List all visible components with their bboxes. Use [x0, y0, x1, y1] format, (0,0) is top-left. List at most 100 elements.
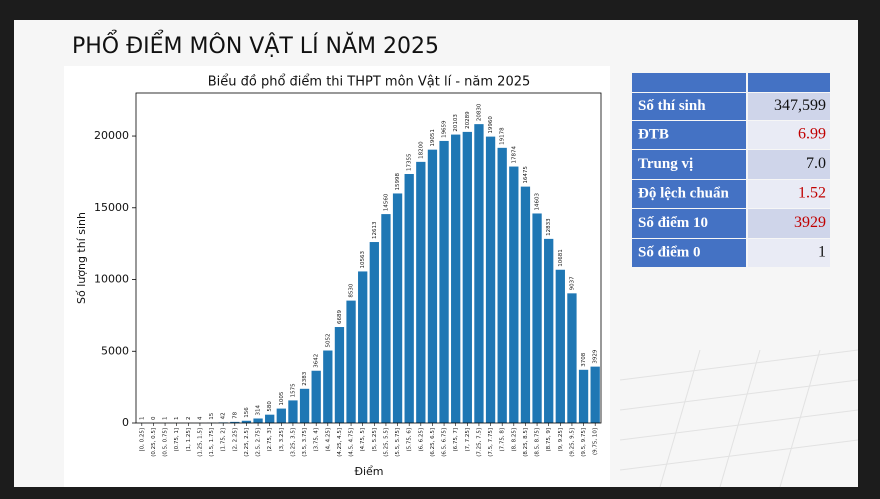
x-tick-label: (9, 9.25]: [558, 428, 564, 452]
bar: [265, 415, 274, 423]
y-tick-label: 15000: [94, 201, 129, 214]
value-label: 6689: [337, 310, 343, 324]
bar: [323, 351, 332, 423]
value-label: 17355: [407, 153, 413, 171]
bar: [381, 214, 390, 423]
value-label: 5052: [325, 334, 331, 348]
x-tick-label: (8.25, 8.5]: [523, 428, 529, 457]
x-tick-label: (2, 2.25]: [232, 428, 238, 452]
value-label: 17874: [511, 146, 517, 164]
x-tick-label: (8.5, 8.75]: [535, 428, 541, 457]
value-label: 314: [256, 404, 262, 415]
value-label: 3642: [314, 354, 320, 368]
value-label: 12833: [546, 218, 552, 236]
x-tick-label: (7.75, 8]: [500, 428, 506, 452]
bar: [463, 132, 472, 423]
value-label: 9037: [569, 276, 575, 290]
value-label: 16475: [523, 166, 529, 184]
bar: [253, 418, 262, 423]
x-tick-label: (7, 7.25]: [465, 428, 471, 452]
x-tick-label: (3.25, 3.5]: [290, 428, 296, 457]
bar: [358, 271, 367, 423]
row-value: 7.0: [806, 155, 826, 172]
bar: [312, 371, 321, 423]
x-tick-label: (6.5, 6.75]: [442, 428, 448, 457]
value-label: 1: [139, 416, 145, 420]
value-label: 19960: [488, 116, 494, 134]
x-tick-label: (5, 5.25]: [372, 428, 378, 452]
bar: [439, 141, 448, 423]
row-value: 1: [818, 244, 826, 261]
bar: [521, 187, 530, 423]
x-tick-label: (4, 4.25]: [325, 428, 331, 452]
value-label: 14560: [383, 193, 389, 211]
bar: [544, 239, 553, 423]
value-label: 20289: [465, 111, 471, 129]
x-tick-label: (0.25, 0.5]: [151, 428, 157, 457]
header-cell: [748, 73, 830, 92]
x-tick-label: (1, 1.25]: [186, 428, 192, 452]
value-label: 20103: [453, 114, 459, 132]
y-tick-label: 10000: [94, 273, 129, 286]
x-tick-label: (5.75, 6]: [407, 428, 413, 452]
value-label: 1005: [279, 391, 285, 405]
value-label: 1: [174, 416, 180, 420]
stats-table: [632, 73, 830, 92]
x-tick-label: (9.25, 9.5]: [569, 428, 575, 457]
bar: [277, 409, 286, 423]
value-label: 42: [221, 412, 227, 419]
bar: [532, 213, 541, 423]
x-axis-label: Điểm: [354, 465, 383, 478]
x-tick-label: (4.25, 4.5]: [337, 428, 343, 457]
header-cell: [632, 73, 746, 92]
x-tick-label: (5.5, 5.75]: [395, 428, 401, 457]
bar: [300, 389, 309, 423]
x-tick-label: (9.5, 9.75]: [581, 428, 587, 457]
value-label: 3929: [593, 349, 599, 363]
row-value: 6.99: [798, 126, 826, 143]
x-tick-label: (3.75, 4]: [314, 428, 320, 452]
value-label: 78: [232, 411, 238, 418]
row-value: 1.52: [798, 185, 826, 202]
bar: [486, 137, 495, 423]
bar: [567, 293, 576, 423]
slide-title: PHỔ ĐIỂM MÔN VẬT LÍ NĂM 2025: [72, 30, 439, 59]
x-tick-label: (4.75, 5]: [360, 428, 366, 452]
value-label: 1575: [290, 383, 296, 397]
value-label: 0: [151, 416, 157, 420]
bar: [451, 135, 460, 423]
bar: [288, 400, 297, 423]
x-tick-label: (3.5, 3.75]: [302, 428, 308, 457]
x-tick-label: (8, 8.25]: [511, 428, 517, 452]
bar: [405, 174, 414, 423]
value-label: 19659: [442, 120, 448, 138]
x-tick-label: (5.25, 5.5]: [383, 428, 389, 457]
x-tick-label: (7.25, 7.5]: [476, 428, 482, 457]
x-tick-label: (4.5, 4.75]: [349, 428, 355, 457]
row-value: 3929: [794, 214, 826, 231]
bar: [591, 367, 600, 423]
x-tick-label: (0.75, 1]: [174, 428, 180, 452]
y-tick-label: 5000: [101, 344, 129, 357]
row-label: Độ lệch chuẩn: [638, 185, 730, 201]
x-tick-label: (1.75, 2]: [221, 428, 227, 452]
value-label: 580: [267, 401, 273, 412]
row-label: Số điểm 0: [638, 244, 701, 260]
value-label: 19178: [500, 127, 506, 145]
bar: [346, 301, 355, 423]
value-label: 8530: [349, 283, 355, 297]
row-value: 347,599: [774, 97, 826, 114]
bar: [416, 162, 425, 423]
bar: [509, 167, 518, 423]
x-tick-label: (7.5, 7.75]: [488, 428, 494, 457]
x-tick-label: (1.25, 1.5]: [197, 428, 203, 457]
bar: [370, 242, 379, 423]
x-tick-label: [0, 0.25]: [139, 428, 145, 452]
value-label: 3708: [581, 352, 587, 366]
value-label: 18200: [418, 141, 424, 159]
x-tick-label: (6.75, 7]: [453, 428, 459, 452]
x-tick-label: (3, 3.25]: [279, 428, 285, 452]
bar: [474, 124, 483, 423]
